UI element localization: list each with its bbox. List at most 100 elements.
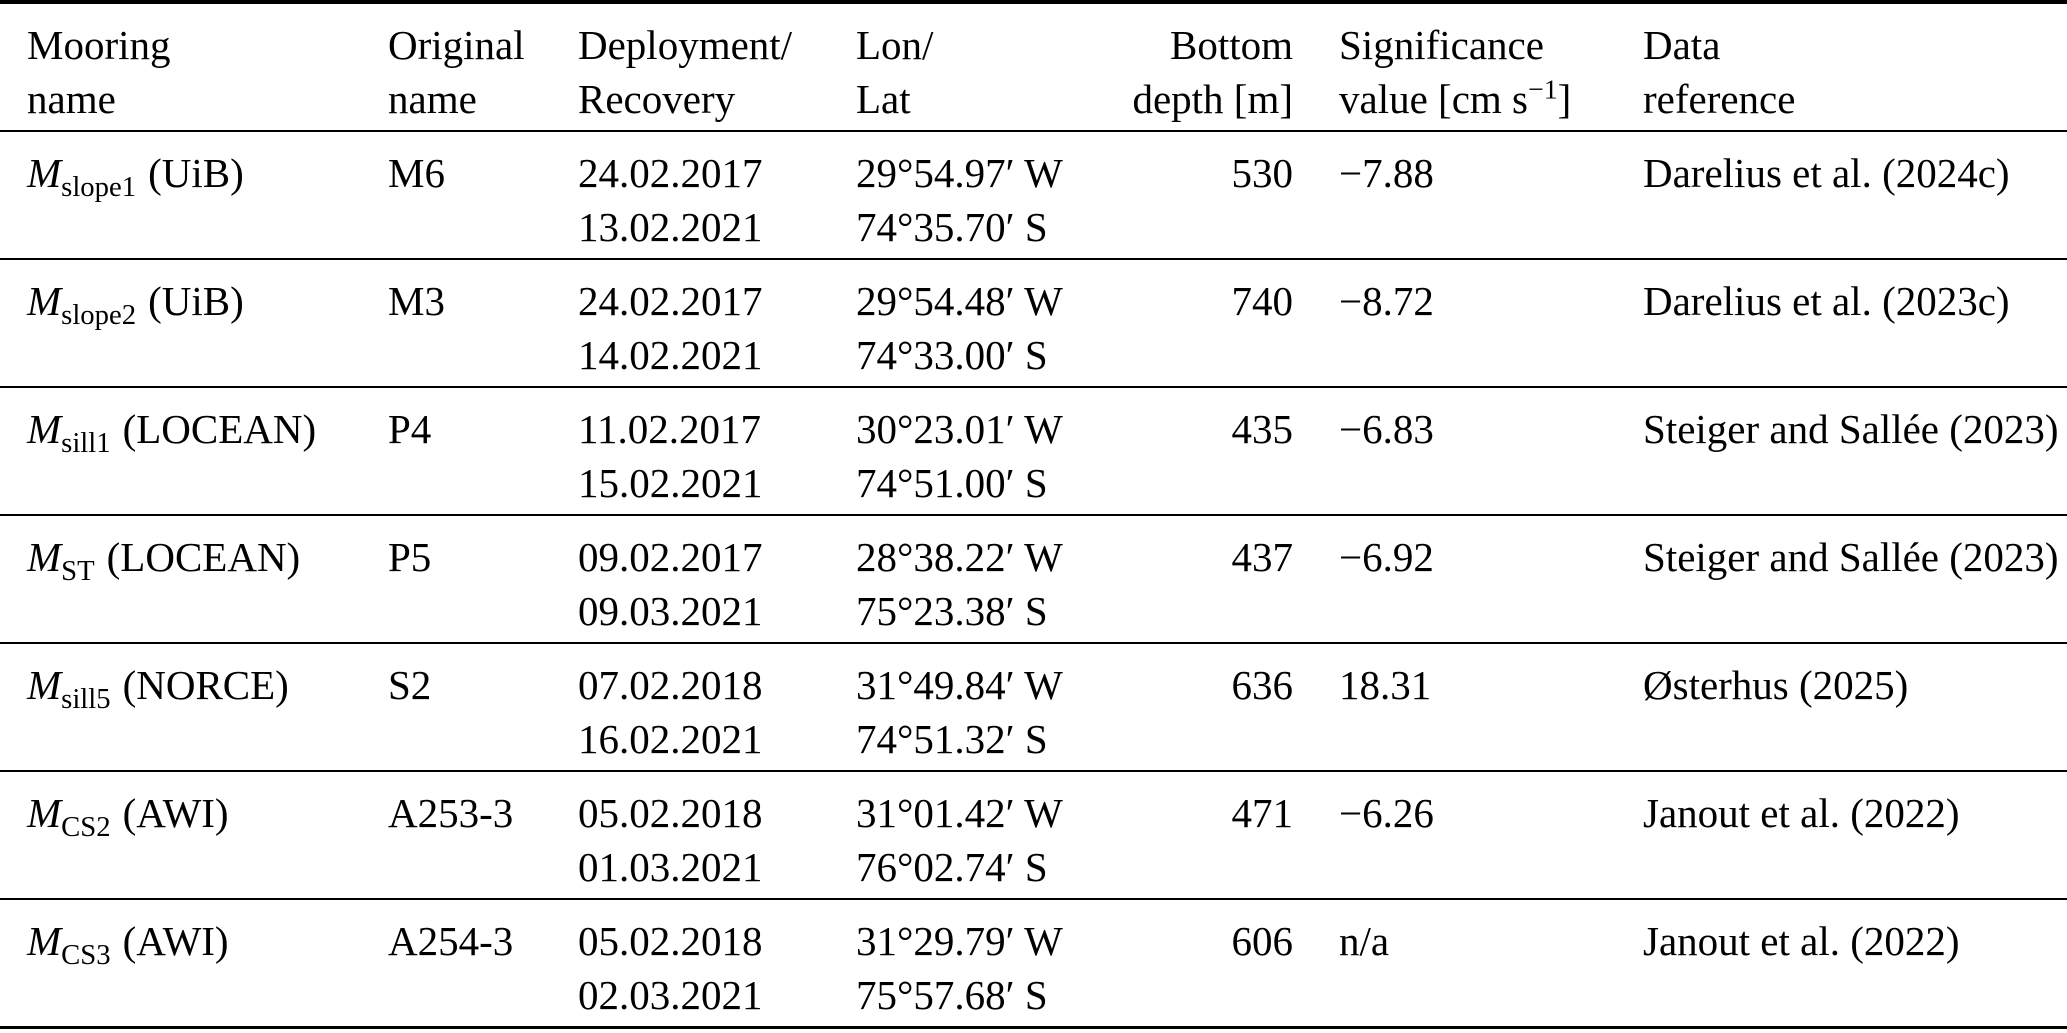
mooring-institution: (LOCEAN) bbox=[106, 534, 301, 580]
cell-original-name: S2 bbox=[388, 662, 432, 708]
mooring-subscript: sill1 bbox=[61, 427, 111, 460]
mooring-institution: (UiB) bbox=[148, 150, 244, 196]
latitude-value: 74°35.70′ S bbox=[856, 204, 1048, 250]
header-lonlat-line2: Lat bbox=[856, 76, 911, 122]
table-row: MCS2 (AWI) A253-3 05.02.2018 01.03.2021 3… bbox=[0, 771, 2067, 899]
cell-deployment-recovery: 24.02.2017 13.02.2021 bbox=[578, 131, 856, 259]
cell-original-name: P5 bbox=[388, 534, 432, 580]
recovery-date: 16.02.2021 bbox=[578, 716, 763, 762]
header-original-line2: name bbox=[388, 76, 477, 122]
longitude-value: 31°29.79′ W bbox=[856, 918, 1063, 964]
longitude-value: 30°23.01′ W bbox=[856, 406, 1063, 452]
mooring-subscript: slope1 bbox=[61, 171, 137, 204]
cell-mooring-name: MST (LOCEAN) bbox=[0, 515, 388, 643]
deployment-date: 09.02.2017 bbox=[578, 534, 763, 580]
cell-bottom-depth: 740 bbox=[1231, 278, 1294, 324]
cell-original-name: A254-3 bbox=[388, 918, 514, 964]
cell-deployment-recovery: 09.02.2017 09.03.2021 bbox=[578, 515, 856, 643]
latitude-value: 74°33.00′ S bbox=[856, 332, 1048, 378]
mooring-subscript: sill5 bbox=[61, 683, 111, 716]
cell-data-reference: Steiger and Sallée (2023) bbox=[1643, 406, 2059, 452]
table-header: Mooring name Original name Deployment/ R… bbox=[0, 2, 2067, 131]
cell-data-reference: Darelius et al. (2024c) bbox=[1643, 150, 2010, 196]
cell-original-name: M3 bbox=[388, 278, 445, 324]
table-row: MCS3 (AWI) A254-3 05.02.2018 02.03.2021 3… bbox=[0, 899, 2067, 1028]
cell-significance-value: −7.88 bbox=[1339, 150, 1434, 196]
table-row: Mslope2 (UiB) M3 24.02.2017 14.02.2021 29… bbox=[0, 259, 2067, 387]
cell-significance-value: −6.92 bbox=[1339, 534, 1434, 580]
mooring-symbol: M bbox=[27, 406, 62, 452]
cell-data-reference: Janout et al. (2022) bbox=[1643, 918, 1960, 964]
mooring-symbol: M bbox=[27, 150, 62, 196]
cell-data-reference: Østerhus (2025) bbox=[1643, 662, 1909, 708]
header-deployment-recovery: Deployment/ Recovery bbox=[578, 2, 856, 131]
deployment-date: 05.02.2018 bbox=[578, 790, 763, 836]
cell-lon-lat: 31°49.84′ W 74°51.32′ S bbox=[856, 643, 1128, 771]
longitude-value: 29°54.48′ W bbox=[856, 278, 1063, 324]
significance-unit-suffix: ] bbox=[1557, 76, 1572, 122]
header-mooring-name: Mooring name bbox=[0, 2, 388, 131]
mooring-symbol: M bbox=[27, 278, 62, 324]
mooring-subscript: ST bbox=[61, 555, 95, 588]
longitude-value: 31°49.84′ W bbox=[856, 662, 1063, 708]
latitude-value: 75°57.68′ S bbox=[856, 972, 1048, 1018]
deployment-date: 07.02.2018 bbox=[578, 662, 763, 708]
header-reference-line1: Data bbox=[1643, 22, 1721, 68]
recovery-date: 13.02.2021 bbox=[578, 204, 763, 250]
cell-bottom-depth: 435 bbox=[1231, 406, 1294, 452]
recovery-date: 02.03.2021 bbox=[578, 972, 763, 1018]
cell-data-reference: Darelius et al. (2023c) bbox=[1643, 278, 2010, 324]
header-depth-line1: Bottom bbox=[1169, 22, 1293, 68]
header-significance-line1: Significance bbox=[1339, 22, 1544, 68]
table-row: Msill1 (LOCEAN) P4 11.02.2017 15.02.2021 … bbox=[0, 387, 2067, 515]
header-depth-line2: depth [m] bbox=[1132, 76, 1293, 122]
header-data-reference: Data reference bbox=[1643, 2, 2067, 131]
cell-lon-lat: 30°23.01′ W 74°51.00′ S bbox=[856, 387, 1128, 515]
cell-deployment-recovery: 07.02.2018 16.02.2021 bbox=[578, 643, 856, 771]
cell-deployment-recovery: 24.02.2017 14.02.2021 bbox=[578, 259, 856, 387]
header-significance-value: Significance value [cm s−1] bbox=[1293, 2, 1643, 131]
latitude-value: 74°51.00′ S bbox=[856, 460, 1048, 506]
mooring-symbol: M bbox=[27, 534, 62, 580]
cell-mooring-name: Msill1 (LOCEAN) bbox=[0, 387, 388, 515]
header-significance-line2: value [cm s−1] bbox=[1339, 72, 1643, 126]
cell-lon-lat: 31°29.79′ W 75°57.68′ S bbox=[856, 899, 1128, 1028]
cell-lon-lat: 28°38.22′ W 75°23.38′ S bbox=[856, 515, 1128, 643]
cell-significance-value: n/a bbox=[1339, 918, 1390, 964]
latitude-value: 75°23.38′ S bbox=[856, 588, 1048, 634]
table-row: Mslope1 (UiB) M6 24.02.2017 13.02.2021 29… bbox=[0, 131, 2067, 259]
significance-unit-prefix: value [cm s bbox=[1339, 76, 1528, 122]
mooring-institution: (AWI) bbox=[122, 790, 229, 836]
cell-lon-lat: 31°01.42′ W 76°02.74′ S bbox=[856, 771, 1128, 899]
cell-original-name: M6 bbox=[388, 150, 445, 196]
mooring-institution: (UiB) bbox=[148, 278, 244, 324]
mooring-symbol: M bbox=[27, 918, 62, 964]
header-original-line1: Original bbox=[388, 22, 525, 68]
cell-original-name: A253-3 bbox=[388, 790, 514, 836]
cell-data-reference: Janout et al. (2022) bbox=[1643, 790, 1960, 836]
mooring-institution: (NORCE) bbox=[122, 662, 289, 708]
cell-bottom-depth: 437 bbox=[1231, 534, 1294, 580]
cell-deployment-recovery: 11.02.2017 15.02.2021 bbox=[578, 387, 856, 515]
mooring-symbol: M bbox=[27, 790, 62, 836]
cell-deployment-recovery: 05.02.2018 01.03.2021 bbox=[578, 771, 856, 899]
cell-mooring-name: Mslope1 (UiB) bbox=[0, 131, 388, 259]
mooring-subscript: CS2 bbox=[61, 811, 111, 844]
recovery-date: 01.03.2021 bbox=[578, 844, 763, 890]
deployment-date: 24.02.2017 bbox=[578, 150, 763, 196]
header-original-name: Original name bbox=[388, 2, 578, 131]
header-deployment-line1: Deployment/ bbox=[578, 22, 793, 68]
mooring-subscript: slope2 bbox=[61, 299, 137, 332]
cell-bottom-depth: 471 bbox=[1231, 790, 1294, 836]
cell-significance-value: −8.72 bbox=[1339, 278, 1434, 324]
significance-unit-exponent: −1 bbox=[1527, 74, 1558, 106]
cell-significance-value: −6.26 bbox=[1339, 790, 1434, 836]
cell-mooring-name: MCS2 (AWI) bbox=[0, 771, 388, 899]
cell-bottom-depth: 606 bbox=[1231, 918, 1294, 964]
cell-bottom-depth: 530 bbox=[1231, 150, 1294, 196]
mooring-subscript: CS3 bbox=[61, 939, 111, 972]
mooring-symbol: M bbox=[27, 662, 62, 708]
cell-lon-lat: 29°54.97′ W 74°35.70′ S bbox=[856, 131, 1128, 259]
latitude-value: 74°51.32′ S bbox=[856, 716, 1048, 762]
